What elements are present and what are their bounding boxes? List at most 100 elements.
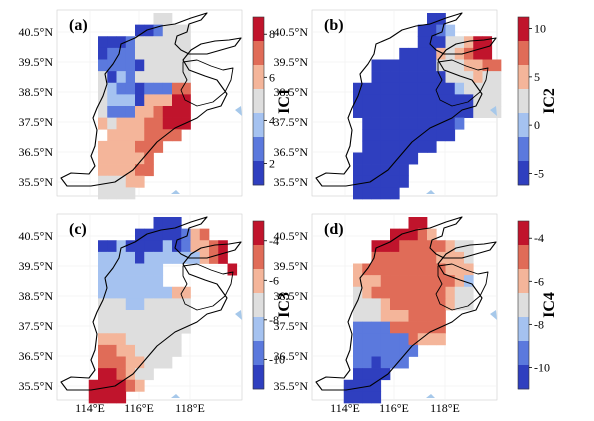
heatmap-cell: [454, 117, 465, 130]
heatmap-cell: [380, 251, 391, 264]
heatmap-cell: [399, 129, 409, 142]
heatmap-cell: [172, 71, 182, 84]
heatmap-cell: [380, 344, 391, 357]
heatmap-cell: [98, 240, 108, 253]
heatmap-cell: [473, 106, 483, 118]
latitude-tick-label: 37.5°N: [274, 115, 309, 129]
heatmap-cell: [427, 36, 437, 49]
colorbar-segment: [518, 245, 529, 270]
colorbar-segment: [518, 65, 529, 90]
heatmap-cell: [371, 263, 382, 276]
heatmap-cell: [153, 275, 164, 288]
colorbar-title: IC2: [541, 88, 558, 114]
heatmap-cell: [390, 187, 400, 200]
heatmap-cell: [390, 356, 400, 369]
heatmap-cell: [144, 24, 154, 37]
latitude-tick-label: 35.5°N: [274, 175, 309, 189]
heatmap-cell: [427, 263, 437, 276]
heatmap-cell: [482, 59, 493, 72]
heatmap-cell: [116, 321, 127, 334]
heatmap-cell: [417, 333, 428, 346]
heatmap-cell: [172, 36, 182, 49]
heatmap-cell: [353, 164, 363, 177]
heatmap-cell: [353, 187, 363, 200]
heatmap-cell: [464, 275, 474, 288]
heatmap-cell: [98, 82, 108, 95]
heatmap-cell: [390, 310, 400, 322]
heatmap-cell: [227, 263, 238, 276]
heatmap-cell: [116, 240, 127, 253]
heatmap-cell: [417, 217, 428, 229]
heatmap-cell: [380, 263, 391, 276]
colorbar-title: IC4: [541, 292, 558, 318]
heatmap-cell: [464, 263, 474, 276]
heatmap-cell: [116, 344, 127, 357]
longitude-tick-label: 116°E: [379, 401, 409, 415]
heatmap-cell: [144, 228, 154, 241]
heatmap-cell: [135, 321, 145, 334]
heatmap-cell: [181, 82, 191, 95]
heatmap-cell: [162, 251, 173, 264]
heatmap-cell: [116, 94, 127, 107]
heatmap-cell: [427, 82, 437, 95]
heatmap-cell: [107, 47, 117, 60]
heatmap-cell: [436, 286, 446, 299]
latitude-tick-label: 35.5°N: [19, 379, 54, 393]
latitude-tick-label: 36.5°N: [19, 349, 54, 363]
heatmap-cell: [399, 82, 409, 95]
heatmap-cell: [172, 298, 182, 311]
heatmap-cell: [135, 356, 145, 369]
latitude-tick-label: 35.5°N: [274, 379, 309, 393]
heatmap-cell: [353, 82, 363, 95]
heatmap-cell: [454, 240, 465, 253]
colorbar-segment: [253, 365, 264, 390]
heatmap-cell: [380, 275, 391, 288]
colorbar-segment: [253, 245, 264, 270]
heatmap-cell: [135, 275, 145, 288]
heatmap-cell: [427, 129, 437, 142]
heatmap-cell: [362, 175, 372, 188]
heatmap-cell: [353, 94, 363, 107]
heatmap-cell: [417, 321, 428, 334]
heatmap-cell: [116, 263, 127, 276]
heatmap-cell: [218, 240, 228, 253]
heatmap-cell: [172, 106, 182, 118]
heatmap-cell: [390, 140, 400, 153]
heatmap-cell: [125, 175, 136, 188]
heatmap-cell: [482, 106, 493, 118]
heatmap-cell: [162, 129, 173, 142]
heatmap-cell: [417, 71, 428, 84]
heatmap-cell: [427, 286, 437, 299]
heatmap-cell: [371, 175, 382, 188]
heatmap-cell: [436, 13, 446, 25]
heatmap-cell: [107, 379, 117, 392]
heatmap-cell: [162, 82, 173, 95]
heatmap-cell: [125, 140, 136, 153]
sub-basin-boundary-outline: [435, 59, 489, 107]
colorbar-tick-label: -5: [534, 166, 544, 180]
heatmap-cell: [107, 175, 117, 188]
heatmap-cell: [445, 94, 456, 107]
latitude-tick-label: 40.5°N: [274, 25, 309, 39]
colorbar-segment: [518, 293, 529, 318]
heatmap-cell: [371, 333, 382, 346]
heatmap-cell: [135, 240, 145, 253]
heatmap-cell: [144, 298, 154, 311]
colorbar-segment: [518, 341, 529, 366]
longitude-tick-label: 118°E: [430, 401, 460, 415]
colorbar-tick-label: -6: [534, 274, 544, 288]
heatmap-cell: [153, 94, 164, 107]
colorbar-segment: [253, 161, 264, 186]
colorbar-segment: [518, 269, 529, 294]
heatmap-cell: [399, 263, 409, 276]
heatmap-cells: [88, 217, 238, 404]
heatmap-cell: [371, 368, 382, 381]
heatmap-cell: [353, 333, 363, 346]
heatmap-cell: [125, 368, 136, 381]
heatmap-cell: [353, 344, 363, 357]
heatmap-cell: [371, 71, 382, 84]
heatmap-cell: [445, 263, 456, 276]
heatmap-cell: [380, 59, 391, 72]
heatmap-cell: [390, 240, 400, 253]
heatmap-cell: [116, 368, 127, 381]
